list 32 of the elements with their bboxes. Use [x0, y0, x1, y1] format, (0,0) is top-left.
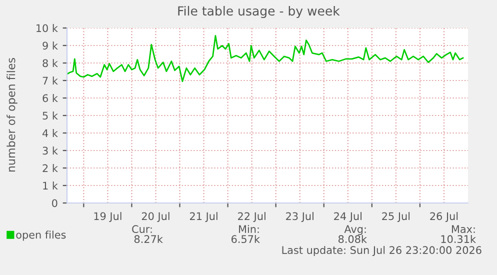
text: 10.31k [441, 234, 476, 244]
line-series [67, 35, 464, 82]
y-axis-title: number of open files [6, 58, 18, 172]
y-tick-label: 0 [52, 199, 58, 208]
text: Cur: [132, 225, 152, 234]
x-tick-label: 26 Jul [430, 212, 458, 222]
text: 8.08k [338, 234, 367, 244]
y-tick-label: 1 k [43, 182, 58, 190]
y-tick-label: 2 k [42, 164, 58, 172]
x-tick-label: 24 Jul [334, 212, 362, 222]
x-tick-label: 19 Jul [94, 212, 122, 222]
y-tick-label: 8 k [42, 59, 58, 68]
x-tick-label: 22 Jul [238, 212, 266, 222]
x-tick-label: 20 Jul [142, 212, 170, 222]
chart-title: File table usage - by week [178, 6, 340, 18]
text: Last update: Sun Jul 26 23:20:00 2026 [282, 246, 482, 256]
y-tick-label: 10 k [36, 24, 58, 32]
y-tick-label: 3 k [42, 146, 58, 155]
x-tick-label: 21 Jul [190, 212, 218, 222]
x-tick-label: 25 Jul [382, 212, 410, 222]
text: 8.27k [134, 234, 163, 244]
y-tick-label: 9 k [42, 42, 58, 50]
legend-label: open files [16, 230, 66, 241]
y-tick-label: 4 k [42, 129, 58, 137]
text: Max: [452, 225, 475, 234]
y-tick-label: 5 k [42, 112, 58, 120]
y-tick-label: 7 k [42, 76, 58, 84]
y-tick-label: 6 k [42, 94, 58, 102]
text: Avg: [344, 225, 366, 236]
text: Min: [239, 224, 259, 233]
text: 6.57k [232, 234, 260, 244]
x-tick-label: 23 Jul [286, 212, 314, 222]
